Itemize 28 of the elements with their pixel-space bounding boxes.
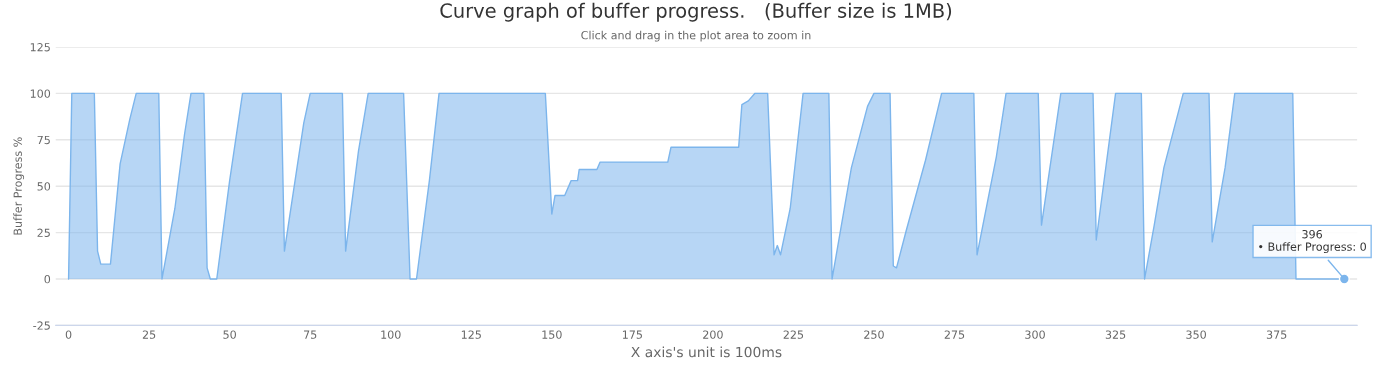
x-tick-label: 125 — [461, 330, 481, 339]
y-tick-label: 125 — [30, 43, 50, 52]
x-tick-label: 150 — [542, 330, 562, 339]
x-tick-label: 50 — [223, 330, 236, 339]
x-tick-label: 375 — [1266, 330, 1287, 339]
y-tick-label: 25 — [37, 228, 50, 237]
x-tick-label: 350 — [1186, 330, 1206, 339]
x-tick-label: 0 — [65, 330, 72, 339]
x-tick-label: 275 — [944, 330, 965, 339]
y-tick-label: -25 — [33, 321, 50, 330]
chart-subtitle: Click and drag in the plot area to zoom in — [581, 30, 811, 42]
y-axis-title: Buffer Progress % — [13, 137, 25, 235]
x-tick-label: 175 — [622, 330, 642, 339]
x-tick-label: 325 — [1105, 330, 1126, 339]
chart-title: Curve graph of buffer progress. (Buffer size is 1MB) — [440, 2, 952, 22]
x-axis-title: X axis's unit is 100ms — [631, 346, 782, 358]
annotation: 396 • Buffer Progress: 0 — [1259, 230, 1366, 253]
x-tick-label: 100 — [381, 330, 401, 339]
x-tick-label: 75 — [304, 330, 317, 339]
x-tick-label: 250 — [864, 330, 884, 339]
y-tick-label: 0 — [44, 274, 51, 284]
y-tick-label: 50 — [37, 182, 51, 191]
x-tick-label: 200 — [703, 330, 723, 339]
x-tick-label: 300 — [1025, 330, 1045, 339]
x-tick-label: 225 — [783, 330, 804, 339]
y-tick-label: 75 — [37, 135, 50, 145]
x-tick-label: 25 — [142, 330, 156, 339]
y-tick-label: 100 — [30, 89, 51, 98]
